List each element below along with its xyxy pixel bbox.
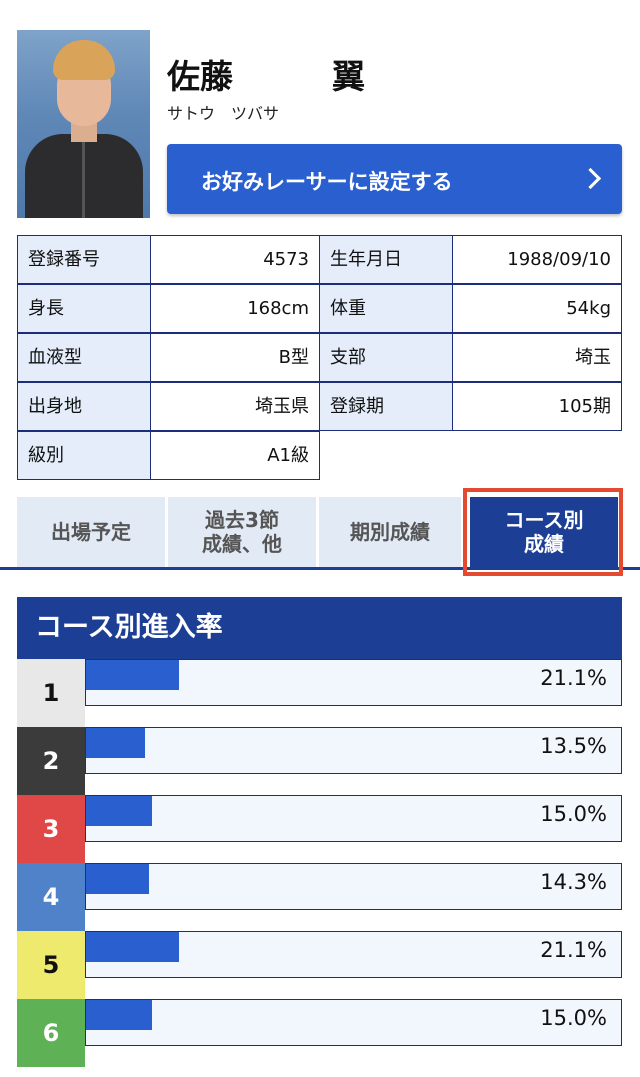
course-row-3: 3 15.0% <box>17 795 622 863</box>
course-number: 5 <box>17 931 85 999</box>
tab-underline <box>0 567 640 570</box>
weight-label: 体重 <box>319 284 453 333</box>
blood-value: B型 <box>150 333 320 382</box>
weight-value: 54kg <box>452 284 622 333</box>
height-value: 168cm <box>150 284 320 333</box>
tab-schedule[interactable]: 出場予定 <box>17 497 165 567</box>
rate-bar-fill <box>86 932 179 962</box>
rate-percentage: 15.0% <box>540 802 607 826</box>
course-row-1: 1 21.1% <box>17 659 622 727</box>
term-label: 登録期 <box>319 382 453 431</box>
set-favorite-button[interactable]: お好みレーサーに設定する <box>167 144 622 214</box>
course-number: 6 <box>17 999 85 1067</box>
hometown-label: 出身地 <box>17 382 151 431</box>
rate-bar-fill <box>86 864 149 894</box>
rate-bar-track: 15.0% <box>85 795 622 842</box>
course-row-6: 6 15.0% <box>17 999 622 1067</box>
class-label: 級別 <box>17 431 151 480</box>
rate-bar-fill <box>86 796 152 826</box>
course-row-4: 4 14.3% <box>17 863 622 931</box>
reg-no-label: 登録番号 <box>17 235 151 284</box>
racer-kana: サトウ ツバサ <box>167 104 280 123</box>
blood-label: 血液型 <box>17 333 151 382</box>
course-number: 4 <box>17 863 85 931</box>
course-number: 1 <box>17 659 85 727</box>
set-favorite-label: お好みレーサーに設定する <box>201 170 453 194</box>
rate-bar-track: 21.1% <box>85 931 622 978</box>
rate-percentage: 21.1% <box>540 938 607 962</box>
rate-bar-track: 13.5% <box>85 727 622 774</box>
racer-name: 佐藤 翼 <box>167 57 365 96</box>
branch-value: 埼玉 <box>452 333 622 382</box>
rate-percentage: 15.0% <box>540 1006 607 1030</box>
height-label: 身長 <box>17 284 151 333</box>
tab-bar: 出場予定 過去3節 成績、他 期別成績 コース別 成績 <box>0 497 640 570</box>
rate-bar-fill <box>86 728 145 758</box>
reg-no-value: 4573 <box>150 235 320 284</box>
class-value: A1級 <box>150 431 320 480</box>
course-number: 2 <box>17 727 85 795</box>
tab-past-results[interactable]: 過去3節 成績、他 <box>168 497 316 567</box>
branch-label: 支部 <box>319 333 453 382</box>
birth-value: 1988/09/10 <box>452 235 622 284</box>
rate-bar-track: 14.3% <box>85 863 622 910</box>
term-value: 105期 <box>452 382 622 431</box>
course-row-5: 5 21.1% <box>17 931 622 999</box>
course-number: 3 <box>17 795 85 863</box>
chevron-right-icon <box>579 167 602 190</box>
course-entry-rate-title: コース別進入率 <box>17 597 622 659</box>
rate-bar-fill <box>86 1000 152 1030</box>
birth-label: 生年月日 <box>319 235 453 284</box>
active-tab-highlight <box>463 488 623 576</box>
hometown-value: 埼玉県 <box>150 382 320 431</box>
rate-percentage: 14.3% <box>540 870 607 894</box>
rate-percentage: 21.1% <box>540 666 607 690</box>
rate-percentage: 13.5% <box>540 734 607 758</box>
rate-bar-track: 21.1% <box>85 659 622 706</box>
racer-photo <box>17 30 150 218</box>
rate-bar-fill <box>86 660 179 690</box>
rate-bar-track: 15.0% <box>85 999 622 1046</box>
course-row-2: 2 13.5% <box>17 727 622 795</box>
tab-term-results[interactable]: 期別成績 <box>319 497 461 567</box>
tab-course-results[interactable]: コース別 成績 <box>470 497 618 567</box>
